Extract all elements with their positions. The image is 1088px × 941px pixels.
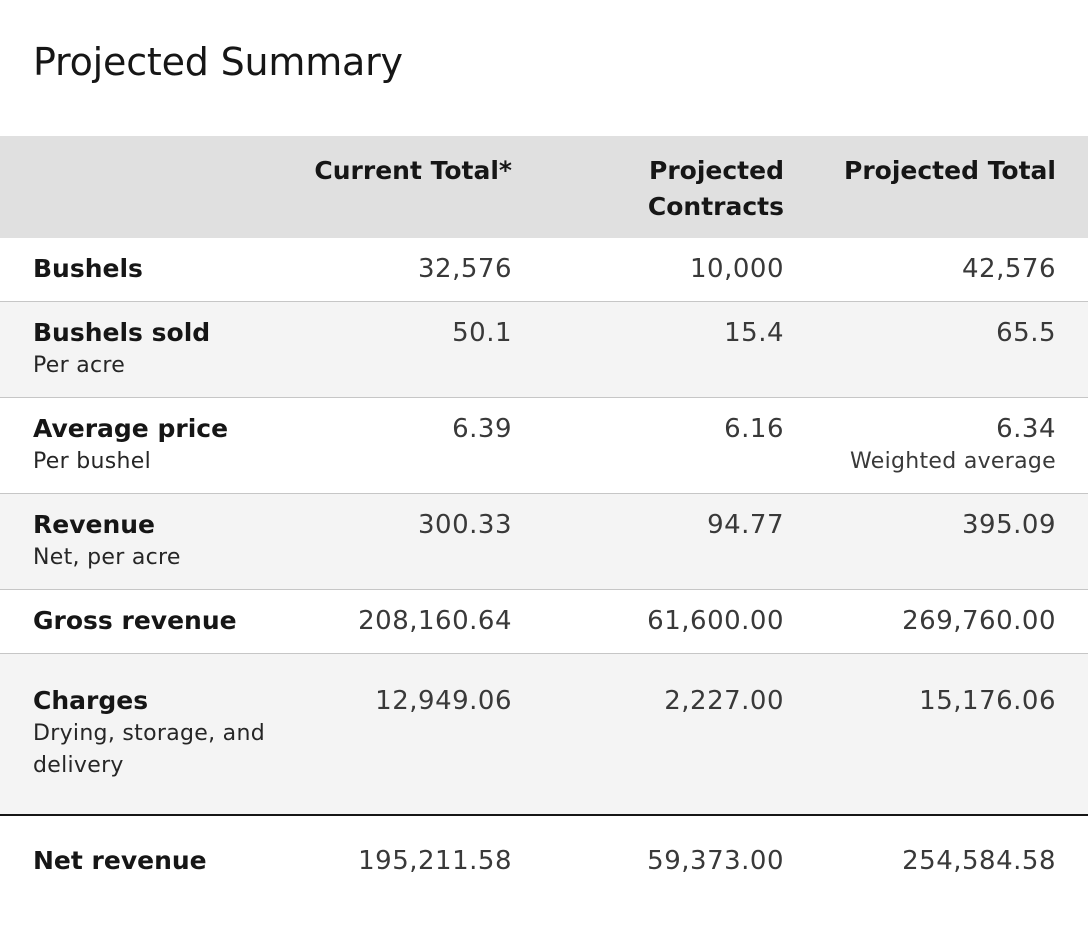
cell-total: 6.34	[996, 414, 1056, 444]
row-label: Revenue	[33, 510, 156, 539]
row-sublabel-line1: Drying, storage, and	[33, 721, 265, 746]
table-row-charges: Charges Drying, storage, and delivery 12…	[0, 654, 1088, 816]
table-row-bushels: Bushels 32,576 10,000 42,576	[0, 238, 1088, 302]
cell-contracts: 15.4	[724, 318, 784, 348]
row-label: Net revenue	[33, 846, 207, 875]
summary-table: Current Total* Projected Contracts Proje…	[0, 136, 1088, 906]
cell-total: 65.5	[996, 318, 1056, 348]
cell-total: 254,584.58	[902, 846, 1056, 876]
row-sublabel: Per bushel	[33, 449, 152, 474]
cell-current: 208,160.64	[358, 606, 512, 636]
cell-total: 395.09	[962, 510, 1056, 540]
table-row-average-price: Average price Per bushel 6.39 6.16 6.34 …	[0, 398, 1088, 494]
row-sublabel: Per acre	[33, 353, 126, 378]
cell-current: 195,211.58	[358, 846, 512, 876]
header-projected-contracts-line1: Projected	[649, 156, 784, 185]
cell-contracts: 2,227.00	[664, 686, 784, 716]
row-label: Average price	[33, 414, 229, 443]
cell-contracts: 94.77	[707, 510, 784, 540]
row-label: Bushels sold	[33, 318, 211, 347]
cell-current: 32,576	[418, 254, 512, 284]
cell-contracts: 6.16	[724, 414, 784, 444]
cell-contracts: 10,000	[690, 254, 784, 284]
row-sublabel-line2: delivery	[33, 753, 124, 778]
table-row-gross-revenue: Gross revenue 208,160.64 61,600.00 269,7…	[0, 590, 1088, 654]
header-projected-contracts: Projected Contracts	[584, 153, 784, 225]
table-row-revenue: Revenue Net, per acre 300.33 94.77 395.0…	[0, 494, 1088, 590]
row-label: Gross revenue	[33, 606, 237, 635]
table-header: Current Total* Projected Contracts Proje…	[0, 136, 1088, 238]
cell-contracts: 59,373.00	[647, 846, 784, 876]
row-label: Charges	[33, 686, 149, 715]
page-title: Projected Summary	[33, 40, 403, 84]
header-current-total: Current Total*	[314, 156, 512, 185]
cell-total: 15,176.06	[919, 686, 1056, 716]
cell-total-note: Weighted average	[849, 449, 1056, 474]
row-label: Bushels	[33, 254, 143, 283]
cell-current: 12,949.06	[375, 686, 512, 716]
cell-current: 50.1	[452, 318, 512, 348]
header-projected-total: Projected Total	[844, 156, 1056, 185]
header-projected-contracts-line2: Contracts	[647, 192, 784, 221]
cell-contracts: 61,600.00	[647, 606, 784, 636]
cell-total: 42,576	[962, 254, 1056, 284]
cell-total: 269,760.00	[902, 606, 1056, 636]
cell-current: 6.39	[452, 414, 512, 444]
table-row-bushels-sold: Bushels sold Per acre 50.1 15.4 65.5	[0, 302, 1088, 398]
table-row-net-revenue: Net revenue 195,211.58 59,373.00 254,584…	[0, 816, 1088, 906]
cell-current: 300.33	[418, 510, 512, 540]
row-sublabel: Net, per acre	[33, 545, 181, 570]
